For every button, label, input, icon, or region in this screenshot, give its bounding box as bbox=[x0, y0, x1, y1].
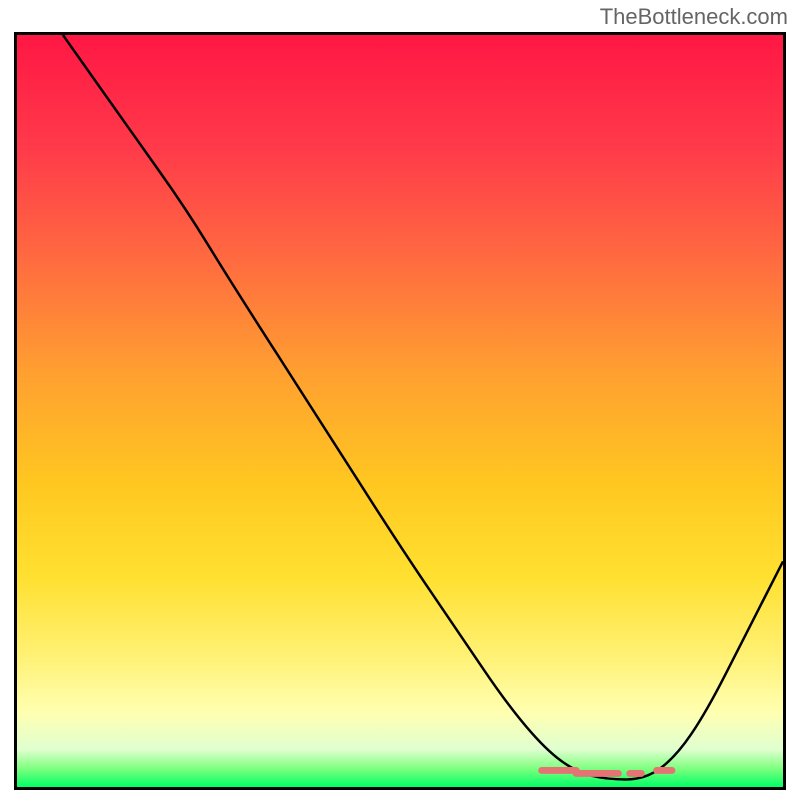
curve-overlay bbox=[17, 35, 783, 787]
bottleneck-curve bbox=[63, 35, 783, 779]
watermark-text: TheBottleneck.com bbox=[600, 4, 788, 30]
chart-area bbox=[14, 32, 786, 790]
